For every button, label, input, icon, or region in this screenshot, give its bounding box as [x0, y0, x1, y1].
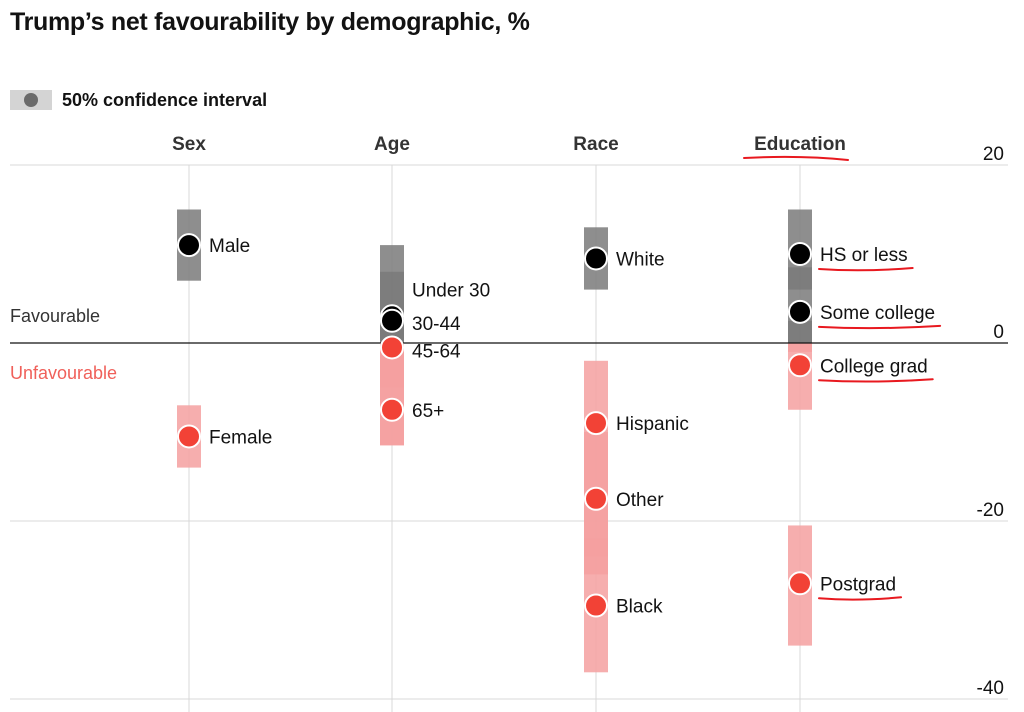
- annotation-underline: [818, 267, 914, 272]
- data-point: [788, 242, 812, 266]
- data-label: 30-44: [412, 314, 461, 335]
- ci-band-positive: [788, 320, 812, 343]
- data-label: Postgrad: [820, 574, 896, 595]
- legend-label: 50% confidence interval: [62, 89, 268, 110]
- data-label: Hispanic: [616, 414, 689, 435]
- header-underline: [743, 155, 849, 161]
- data-label: Under 30: [412, 280, 490, 301]
- data-point: [788, 299, 812, 324]
- data-label: Male: [209, 236, 250, 257]
- group-header: Education: [754, 134, 846, 155]
- data-point: [584, 486, 608, 511]
- data-point: [788, 353, 812, 378]
- data-label: College grad: [820, 356, 928, 377]
- data-point: [584, 246, 608, 271]
- data-point: [788, 571, 812, 596]
- group-header: Race: [573, 134, 618, 155]
- data-point: [380, 397, 404, 422]
- legend-dot: [24, 93, 38, 107]
- annotation-underline: [818, 596, 903, 601]
- data-label: Black: [616, 597, 663, 618]
- data-point: [584, 593, 608, 618]
- annotation-underline: [818, 324, 942, 330]
- y-tick-label: 0: [993, 322, 1004, 343]
- data-point: [584, 411, 608, 436]
- data-label: White: [616, 249, 665, 270]
- y-tick-label: 20: [983, 144, 1004, 165]
- legend: 50% confidence interval: [10, 88, 267, 112]
- legend-swatch: [10, 90, 52, 110]
- data-label: Female: [209, 427, 272, 448]
- data-point: [177, 233, 201, 258]
- unfavourable-label: Unfavourable: [10, 363, 117, 383]
- annotation-underline: [818, 378, 934, 383]
- group-header: Age: [374, 134, 410, 155]
- data-point: [380, 335, 404, 360]
- chart-title: Trump’s net favourability by demographic…: [10, 8, 530, 36]
- data-label: 45-64: [412, 341, 461, 362]
- data-label: 65+: [412, 401, 444, 422]
- data-point: [380, 308, 404, 333]
- data-label: Other: [616, 490, 664, 511]
- y-tick-label: -20: [977, 500, 1004, 521]
- favourable-label: Favourable: [10, 306, 100, 326]
- data-label: HS or less: [820, 245, 908, 266]
- data-label: Some college: [820, 303, 935, 324]
- group-header: Sex: [172, 134, 206, 155]
- y-tick-label: -40: [977, 678, 1004, 699]
- data-point: [177, 424, 201, 449]
